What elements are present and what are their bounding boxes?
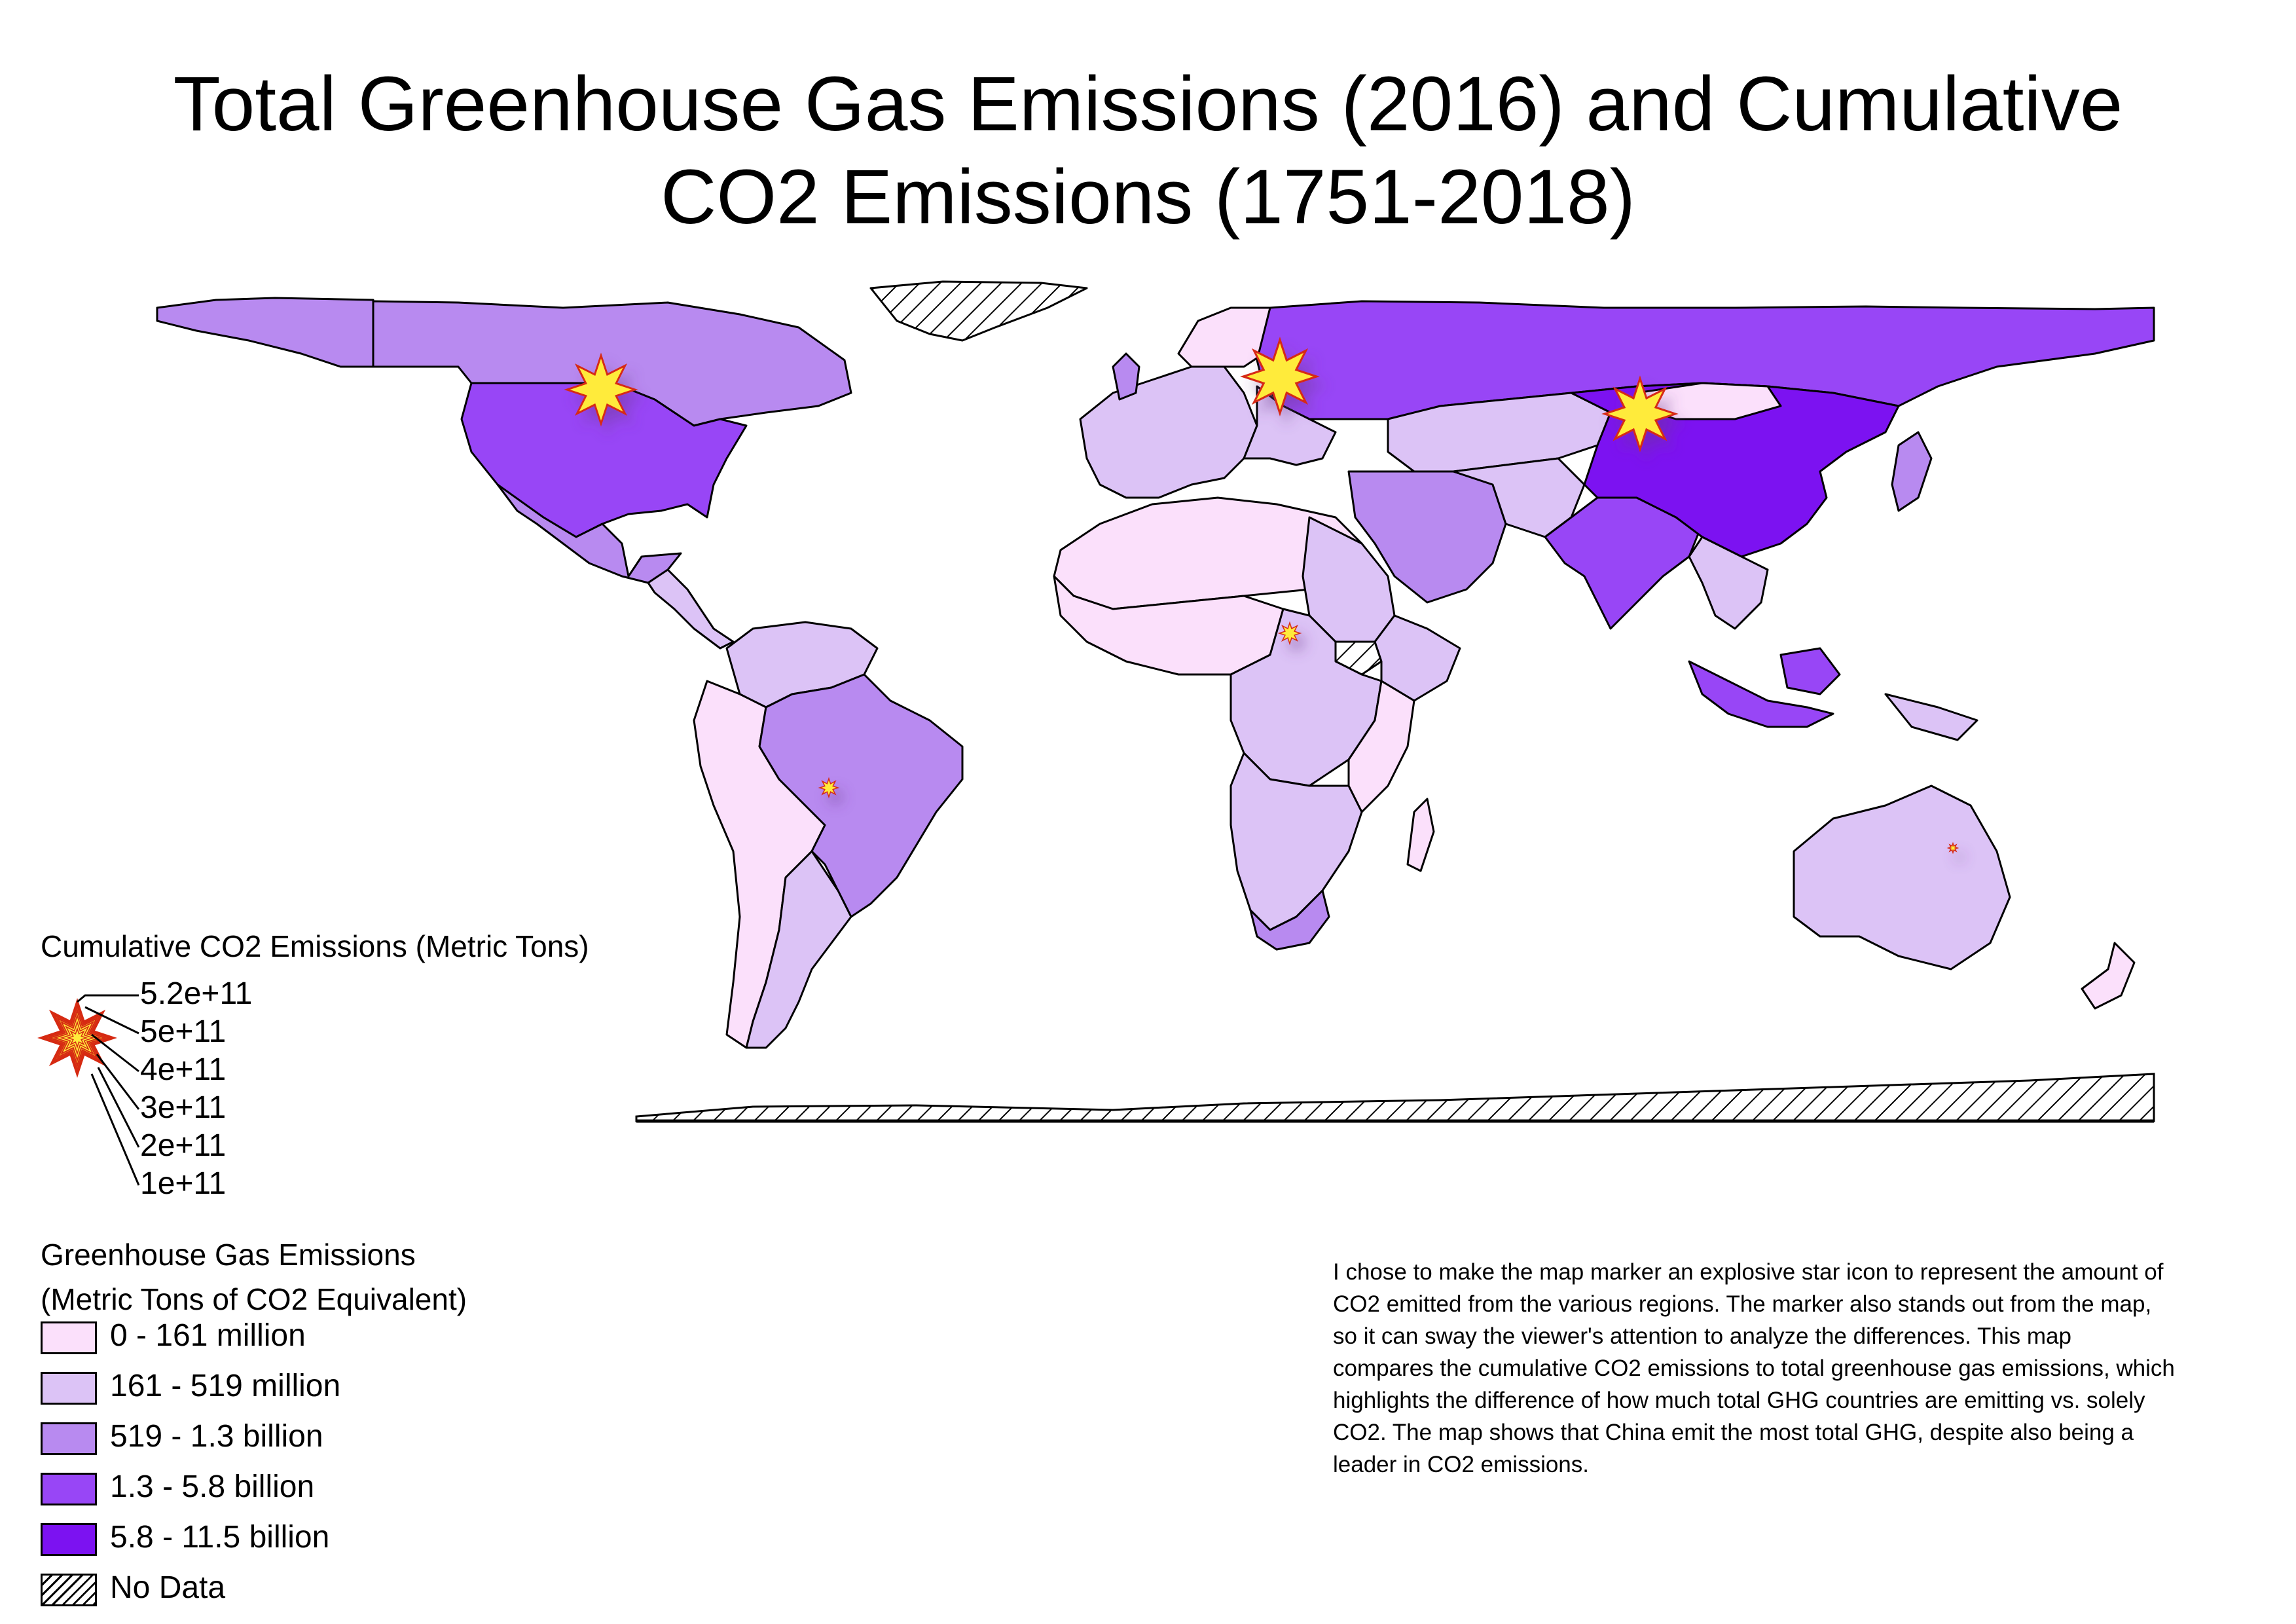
madagascar	[1406, 798, 1435, 872]
australia	[1793, 784, 2011, 970]
ghg-swatch-1	[41, 1321, 97, 1354]
western-europe	[1079, 365, 1258, 499]
co2-legend-title: Cumulative CO2 Emissions (Metric Tons)	[41, 929, 589, 963]
alaska	[156, 297, 374, 368]
explanatory-note: I chose to make the map marker an explos…	[1333, 1259, 2175, 1477]
co2-star-central-africa	[1277, 621, 1302, 646]
co2-star-australia	[1946, 841, 1959, 855]
co2-leader-1	[77, 994, 139, 1003]
new-guinea	[1884, 693, 1978, 741]
ghg-legend-title-line-2: (Metric Tons of CO2 Equivalent)	[41, 1282, 467, 1316]
greenland	[869, 280, 1088, 342]
co2-leader-5	[97, 1067, 140, 1148]
co2-leader-4	[96, 1054, 140, 1110]
japan	[1891, 431, 1933, 512]
co2-star-china	[1601, 375, 1679, 452]
borneo	[1779, 647, 1841, 695]
middle-east	[1347, 470, 1507, 604]
united-kingdom	[1112, 352, 1140, 401]
brazil	[758, 673, 964, 918]
ghg-swatch-2	[41, 1372, 97, 1405]
ghg-label-no-data: No Data	[110, 1570, 226, 1605]
central-america	[647, 568, 735, 650]
co2-star-brazil	[818, 777, 840, 799]
ghg-swatch-no-data	[41, 1574, 97, 1606]
southeast-asia	[1688, 536, 1769, 630]
ghg-legend-title: Greenhouse Gas Emissions (Metric Tons of…	[41, 1232, 467, 1321]
ghg-label-3: 519 - 1.3 billion	[110, 1419, 323, 1454]
ghg-swatch-3	[41, 1422, 97, 1455]
ghg-swatch-4	[41, 1473, 97, 1505]
co2-legend-label-6: 1e+11	[140, 1166, 227, 1201]
map-title-line-2: CO2 Emissions (1751-2018)	[661, 154, 1635, 240]
horn-of-africa	[1374, 614, 1461, 702]
ghg-label-4: 1.3 - 5.8 billion	[110, 1469, 315, 1504]
eastern-europe	[1243, 385, 1337, 466]
indonesia	[1688, 660, 1834, 728]
ghg-label-2: 161 - 519 million	[110, 1369, 341, 1403]
co2-leader-3	[91, 1033, 139, 1073]
co2-star-united-states	[564, 352, 638, 427]
central-asia	[1387, 392, 1612, 473]
ghg-label-1: 0 - 161 million	[110, 1318, 306, 1353]
new-zealand	[2081, 942, 2136, 1010]
co2-star-europe	[1240, 337, 1320, 416]
ghg-label-5: 5.8 - 11.5 billion	[110, 1520, 330, 1555]
mexico	[496, 483, 682, 584]
map-title: Total Greenhouse Gas Emissions (2016) an…	[0, 58, 2296, 244]
map-title-line-1: Total Greenhouse Gas Emissions (2016) an…	[173, 61, 2123, 147]
co2-legend-symbols	[37, 994, 140, 1186]
co2-legend-label-1: 5.2e+11	[140, 976, 253, 1011]
co2-legend-label-4: 3e+11	[140, 1090, 227, 1125]
co2-leader-6	[90, 1073, 140, 1186]
south-africa	[1249, 889, 1330, 951]
co2-legend-label-5: 2e+11	[140, 1128, 227, 1163]
co2-legend-label-2: 5e+11	[140, 1014, 227, 1049]
co2-legend-star-1	[66, 1027, 88, 1049]
ghg-swatch-5	[41, 1523, 97, 1556]
ghg-legend-title-line-1: Greenhouse Gas Emissions	[41, 1238, 416, 1272]
co2-legend-label-3: 4e+11	[140, 1052, 227, 1087]
antarctica	[635, 1073, 2155, 1122]
co2-leader-2	[84, 1006, 139, 1035]
argentina	[745, 850, 852, 1049]
